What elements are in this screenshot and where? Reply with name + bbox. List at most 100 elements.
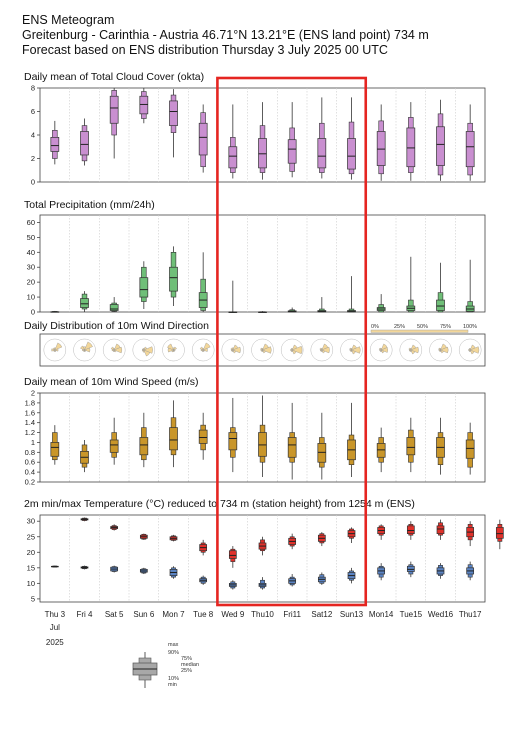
panel-2-rose-sector — [319, 347, 323, 351]
highlight-box — [216, 76, 368, 607]
day-label: Wed 9 — [221, 610, 245, 619]
panel-4-max-box — [80, 517, 89, 522]
panel-1-box — [436, 262, 445, 313]
panel-1-box — [287, 307, 297, 313]
panel-4-max-box — [347, 527, 356, 543]
panel-3-box-inner-box — [287, 437, 297, 458]
panel-4-max-box — [169, 534, 178, 542]
panel-4-min-box — [377, 563, 386, 581]
panel-0-box — [80, 118, 89, 166]
panel-2-rose — [251, 338, 274, 362]
panel-3-box-inner-box — [50, 442, 60, 457]
panel-2-rose-ring — [73, 338, 96, 362]
panel-0-box-inner-box — [258, 138, 267, 169]
meteogram-title: ENS Meteogram — [22, 13, 115, 27]
panel-1-box — [50, 310, 60, 313]
panel-2-rose — [310, 338, 334, 362]
panel-0-box-inner-box — [406, 127, 416, 168]
panel-3-box — [436, 417, 445, 475]
day-label: Mon14 — [369, 610, 394, 619]
panel-4-min-box — [139, 567, 148, 575]
panel-3-ytick-label: 2 — [31, 389, 35, 398]
panel-2-rose — [43, 338, 67, 362]
panel-2-rose-sector — [143, 349, 151, 357]
panel-1-box-inner-box — [169, 266, 178, 292]
panel-3-box — [169, 400, 178, 468]
panel-1-box — [347, 276, 356, 313]
panel-2-rose-sector — [261, 346, 272, 354]
month-label: Jul — [50, 623, 60, 632]
day-label: Wed16 — [428, 610, 454, 619]
panel-2-rose-sector — [440, 349, 444, 354]
panel-0-box-inner-box — [376, 131, 386, 166]
panel-3-ytick-label: 1 — [31, 438, 35, 447]
panel-1-box — [258, 311, 267, 313]
panel-3-box — [406, 417, 416, 473]
panel-2-rose-ring — [280, 338, 304, 362]
panel-2-rose-sector — [380, 349, 385, 354]
panel-0-box — [317, 97, 327, 179]
panel-1-box — [139, 261, 149, 310]
panel-3-box — [317, 412, 327, 480]
direction-scale-label: 75% — [440, 324, 451, 330]
panel-4-max-box — [139, 533, 148, 540]
panel-4-max-box-inner-box — [495, 527, 504, 539]
panel-2-rose-sector — [54, 348, 59, 352]
panel-0-box-inner-box — [169, 100, 178, 126]
panel-4-max-box — [317, 532, 326, 547]
panel-2-rose-ring — [310, 338, 334, 362]
panel-1-box — [169, 246, 178, 307]
day-label: Mon 7 — [162, 610, 185, 619]
panel-2-rose-sector — [410, 346, 419, 354]
panel-2-rose — [221, 338, 245, 362]
panel-2-rose-sector — [83, 347, 91, 353]
panel-1-box — [80, 291, 89, 312]
day-label: Sat 5 — [105, 610, 124, 619]
panel-2-rose — [102, 338, 126, 362]
panel-2-rose-ring — [221, 338, 245, 362]
panel-2-rose-sector — [113, 349, 117, 353]
panel-0-box-inner-box — [139, 95, 149, 115]
panel-2-rose-sector — [52, 347, 56, 351]
panel-4-min-box — [288, 574, 297, 587]
panel-0-box-inner-box — [228, 146, 238, 169]
day-label: Tue 8 — [193, 610, 214, 619]
panel-2-rose-ring — [191, 338, 215, 362]
panel-3-box — [50, 425, 60, 465]
panel-2-rose-sector — [202, 348, 208, 352]
panel-3-box-inner-box — [406, 437, 416, 456]
panel-3-box-inner-box — [198, 429, 208, 444]
panel-4-min-box — [228, 580, 237, 590]
panel-2-rose-sector — [468, 348, 471, 351]
panel-2-rose-ring — [369, 338, 393, 362]
panel-3-ytick-label: 1.6 — [25, 408, 35, 417]
panel-1-box — [376, 294, 386, 313]
legend-label: median — [181, 662, 199, 668]
panel-0-box — [258, 102, 267, 180]
panel-2-title: Daily Distribution of 10m Wind Direction — [24, 320, 209, 332]
panel-2-rose-sector — [469, 349, 475, 355]
panel-3-ytick-label: 0.2 — [25, 478, 35, 487]
panel-2-rose-sector — [351, 349, 356, 355]
panel-0-ytick-label: 4 — [31, 131, 35, 140]
panel-4-max-box — [436, 519, 445, 540]
panel-2-rose — [458, 338, 482, 362]
panel-4-ytick-label: 10 — [27, 579, 35, 588]
panel-2-rose-sector — [143, 346, 153, 354]
panel-4-min-box — [110, 565, 119, 573]
panel-2-rose-sector — [408, 347, 412, 351]
panel-2-rose-sector — [378, 347, 382, 351]
panel-3-ytick-label: 1.2 — [25, 428, 35, 437]
panel-4-max-box — [228, 546, 237, 568]
panel-0-box — [465, 104, 475, 181]
panel-3-ytick-label: 1.4 — [25, 418, 35, 427]
panel-2-rose-sector — [410, 349, 416, 355]
panel-2-rose-sector — [439, 346, 449, 354]
direction-scale-label: 0% — [371, 324, 379, 330]
panel-2-rose-sector — [142, 349, 145, 353]
panel-0-box-inner-box — [465, 131, 475, 168]
panel-3-box — [109, 417, 119, 465]
panel-0-box — [50, 120, 60, 165]
panel-0-title: Daily mean of Total Cloud Cover (okta) — [24, 71, 204, 83]
